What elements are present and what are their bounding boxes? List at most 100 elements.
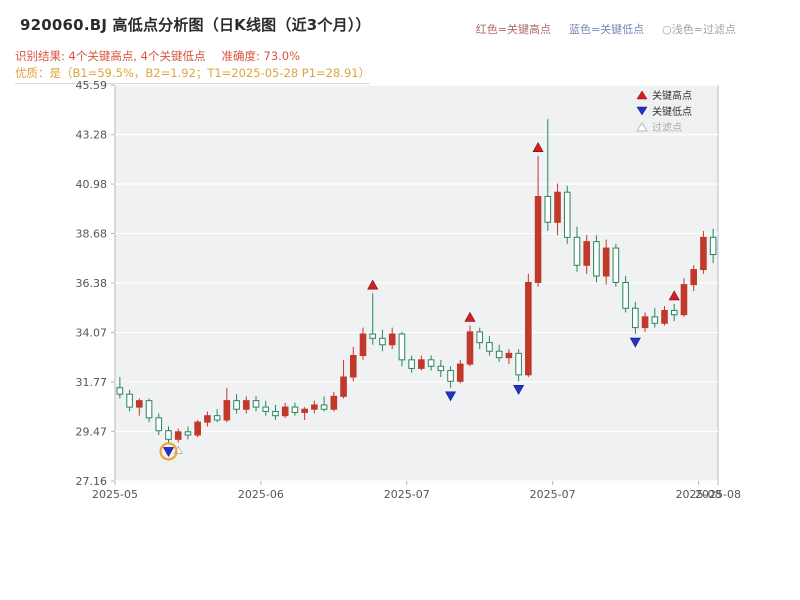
candle-body <box>505 352 513 359</box>
candle-body <box>330 395 338 410</box>
key-high-marker <box>668 290 680 301</box>
candle-body <box>554 191 561 223</box>
candle-body <box>612 247 620 283</box>
key-high-marker <box>532 142 544 152</box>
candle-body <box>661 309 668 324</box>
candle-body <box>593 241 600 277</box>
candle-body <box>437 365 445 372</box>
candle-body <box>301 408 308 413</box>
key-high-marker <box>367 279 379 290</box>
candle-body <box>320 404 328 410</box>
candle-body <box>680 284 688 316</box>
x-axis-label: 2025-08 <box>695 488 741 501</box>
candle-body <box>272 410 279 417</box>
candle-body <box>262 406 270 412</box>
candle-body <box>388 333 396 346</box>
key-low-marker <box>513 385 525 395</box>
y-axis-label: 31.77 <box>76 376 108 389</box>
candle-body <box>398 333 406 361</box>
candle-body <box>476 331 484 344</box>
candle-body <box>622 281 629 309</box>
candle-body <box>515 352 522 376</box>
x-axis-label: 2025-07 <box>384 488 430 501</box>
legend-item-label: 关键高点 <box>652 89 692 102</box>
candle-body <box>204 415 211 423</box>
candle-body <box>563 191 571 238</box>
recognition-result: 识别结果: 4个关键高点, 4个关键低点 准确度: 73.0% <box>15 48 300 64</box>
legend-key-high-icon <box>636 90 648 100</box>
candle-body <box>126 393 133 408</box>
candle-body <box>418 359 425 369</box>
candle-body <box>281 406 289 417</box>
candle-body <box>213 415 221 421</box>
candle-body <box>408 359 415 369</box>
candle-body <box>165 430 172 440</box>
candle-body <box>447 370 454 382</box>
highlight-ring <box>159 442 178 461</box>
candle-body <box>670 309 678 316</box>
candle-body <box>359 333 367 357</box>
y-axis-label: 43.28 <box>76 129 108 142</box>
candle-body <box>456 363 464 382</box>
page-title: 920060.BJ 高低点分析图（日K线图（近3个月）） <box>20 16 371 34</box>
candle-body <box>466 331 474 365</box>
candle-body <box>534 196 542 283</box>
candle-body <box>602 247 610 277</box>
key-low-marker <box>162 447 175 458</box>
candle-body <box>136 400 143 408</box>
y-axis-label: 40.98 <box>76 178 108 191</box>
candle-body <box>116 387 124 395</box>
candle-body <box>184 431 192 436</box>
candle-body <box>651 316 659 324</box>
x-axis-label: 2025-05 <box>92 488 138 501</box>
candle-body <box>573 236 581 266</box>
legend-key-low-label: 蓝色=关键低点 <box>568 23 645 36</box>
candle-body <box>145 400 153 419</box>
candle-body <box>700 236 707 271</box>
candle-body <box>427 359 435 367</box>
legend-key-high-label: 红色=关键高点 <box>475 23 551 36</box>
candle-body <box>583 241 591 266</box>
candle-body <box>641 316 649 329</box>
color-legend: 红色=关键高点 蓝色=关键低点 ○浅色=过滤点 <box>476 21 736 37</box>
candle-body <box>155 417 163 432</box>
candle-body <box>233 400 240 410</box>
candle-body <box>252 400 260 408</box>
y-axis-label: 36.38 <box>76 277 108 290</box>
candle-body <box>632 307 639 329</box>
candle-body <box>369 333 377 339</box>
candle-body <box>486 342 493 352</box>
x-axis-label: 2025-07 <box>530 488 576 501</box>
candle-body <box>525 281 532 376</box>
legend-item-label: 关键低点 <box>652 105 692 118</box>
candle-body <box>349 355 357 378</box>
y-axis-label: 27.16 <box>76 475 108 488</box>
key-high-marker <box>464 311 476 322</box>
candle-body <box>690 269 697 286</box>
accuracy-text: 准确度: 73.0% <box>221 49 301 63</box>
candle-body <box>194 421 201 436</box>
candle-body <box>242 400 250 410</box>
quality-line: 优质：是（B1=59.5%，B2=1.92；T1=2025-05-28 P1=2… <box>15 65 371 84</box>
y-axis-label: 38.68 <box>76 227 108 240</box>
candle-body <box>174 431 182 440</box>
legend-key-low-icon <box>636 106 648 116</box>
x-axis-label: 2025-08 <box>676 488 722 501</box>
key-low-marker <box>629 337 641 348</box>
x-axis-label: 2025-06 <box>238 488 284 501</box>
y-axis-label: 34.07 <box>76 327 108 340</box>
candle-body <box>340 376 347 397</box>
legend-filtered-icon <box>636 122 648 132</box>
key-low-marker <box>445 391 457 402</box>
candle-body <box>291 406 299 413</box>
candle-body <box>495 350 503 359</box>
legend-item-label: 过滤点 <box>652 121 682 134</box>
candle-body <box>709 236 717 256</box>
y-axis-label: 45.59 <box>76 79 108 92</box>
candle-body <box>379 337 386 346</box>
legend-filtered-label: ○浅色=过滤点 <box>662 23 736 36</box>
candle-body <box>311 404 318 410</box>
result-text: 识别结果: 4个关键高点, 4个关键低点 <box>15 49 206 63</box>
candle-body <box>223 400 231 421</box>
